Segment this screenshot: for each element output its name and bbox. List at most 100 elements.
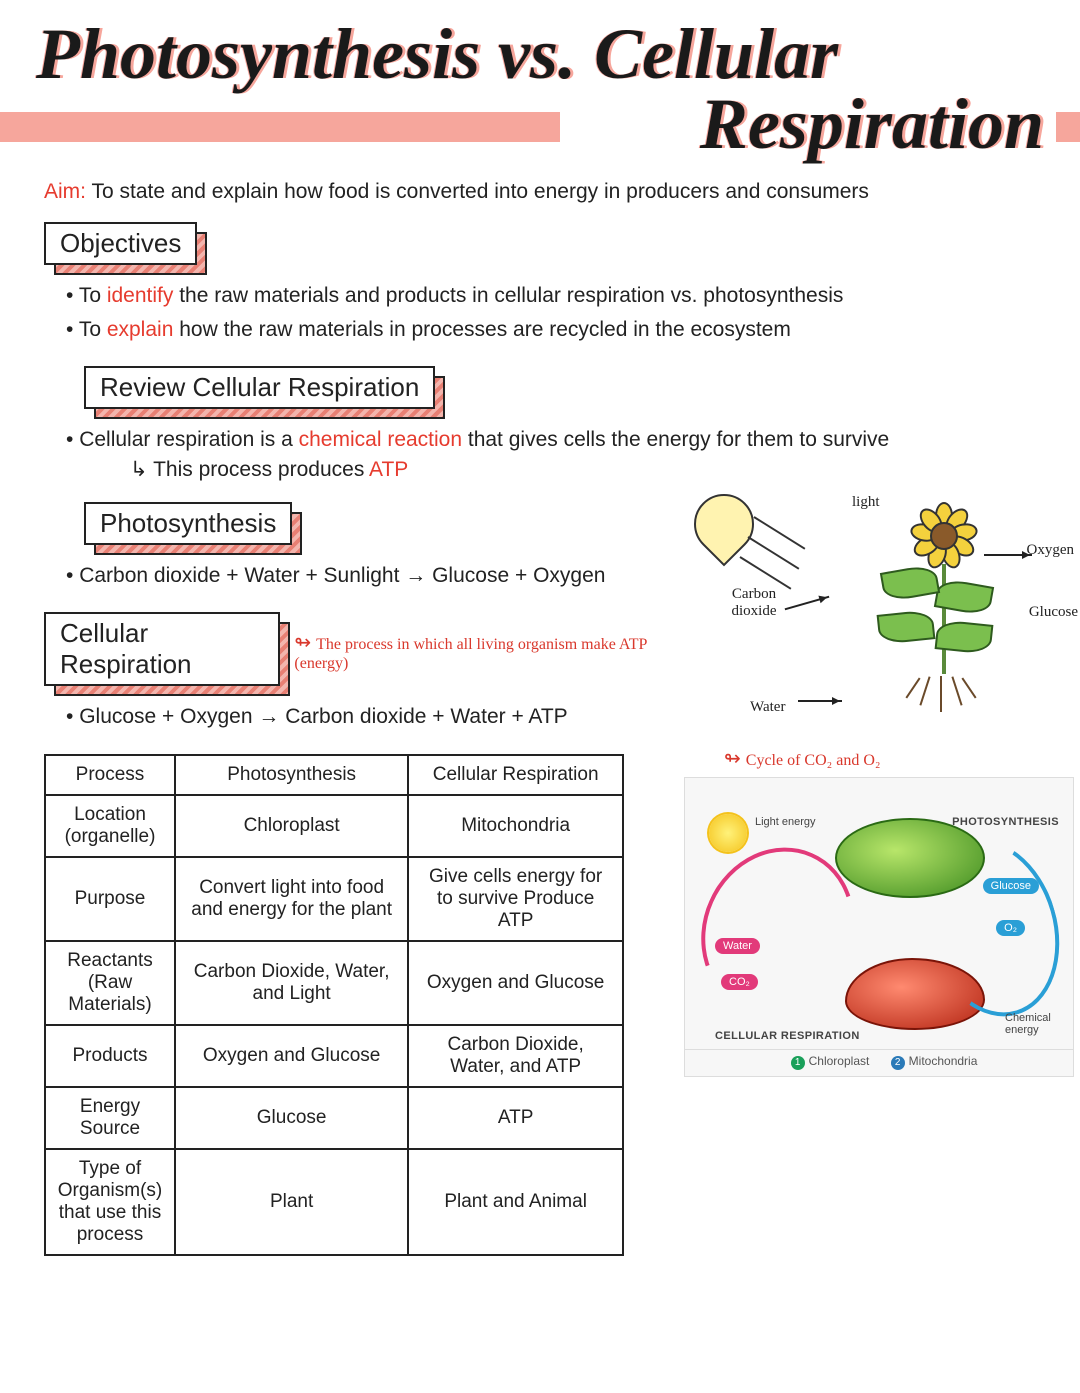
title-line-1: Photosynthesis vs. Cellular — [36, 18, 1044, 90]
objective-item-1: To identify the raw materials and produc… — [66, 279, 1036, 313]
row0-photo: Chloroplast — [175, 795, 408, 857]
obj2-prefix: To — [79, 318, 107, 341]
objectives-list: To identify the raw materials and produc… — [44, 269, 1036, 346]
table-row: ProductsOxygen and GlucoseCarbon Dioxide… — [45, 1025, 623, 1087]
row5-resp: Plant and Animal — [408, 1149, 623, 1255]
arrow-water — [798, 700, 842, 702]
legend-mitochondria: Mitochondria — [909, 1054, 978, 1068]
row1-photo: Convert light into food and energy for t… — [175, 857, 408, 941]
pill-co2: CO₂ — [721, 974, 758, 990]
label-cellular-respiration: CELLULAR RESPIRATION — [715, 1030, 860, 1042]
label-photosynthesis: PHOTOSYNTHESIS — [952, 816, 1059, 828]
row0-label: Location (organelle) — [45, 795, 175, 857]
label-co2: Carbon dioxide — [724, 586, 784, 620]
review-prefix: Cellular respiration is a — [79, 428, 298, 451]
arrow-oxygen — [984, 554, 1032, 556]
review-rest: that gives cells the energy for them to … — [462, 428, 889, 451]
plant-diagram: light — [684, 482, 1024, 722]
legend-badge-2: 2 — [891, 1056, 905, 1070]
leaf-icon — [935, 619, 994, 655]
aim-line: Aim: To state and explain how food is co… — [44, 180, 1036, 204]
row2-label: Reactants (Raw Materials) — [45, 941, 175, 1025]
review-list: Cellular respiration is a chemical react… — [44, 413, 1036, 457]
legend-chloroplast: Chloroplast — [809, 1054, 870, 1068]
title-line-2: Respiration — [700, 88, 1044, 160]
obj2-em: explain — [107, 318, 174, 341]
review-sub-bullet: This process produces ATP — [44, 457, 1036, 482]
row5-label: Type of Organism(s) that use this proces… — [45, 1149, 175, 1255]
review-sub-prefix: This process produces — [153, 458, 369, 481]
sun-icon — [682, 481, 767, 566]
aim-label: Aim: — [44, 180, 86, 203]
cycle-legend: 1 Chloroplast 2 Mitochondria — [685, 1049, 1073, 1070]
table-row: Energy SourceGlucoseATP — [45, 1087, 623, 1149]
label-water: Water — [750, 699, 785, 716]
objectives-section: Objectives To identify the raw materials… — [44, 222, 1036, 346]
label-chemical-energy: Chemical energy — [1005, 1012, 1061, 1036]
row3-label: Products — [45, 1025, 175, 1087]
row2-photo: Carbon Dioxide, Water, and Light — [175, 941, 408, 1025]
respiration-equation: Glucose + Oxygen → Carbon dioxide + Wate… — [66, 700, 664, 734]
col-resp: Cellular Respiration — [408, 755, 623, 795]
respiration-section: Cellular Respiration The process in whic… — [44, 612, 664, 734]
photosynthesis-equation: Carbon dioxide + Water + Sunlight → Gluc… — [66, 559, 664, 593]
leaf-icon — [877, 609, 936, 645]
cycle-diagram-block: Cycle of CO₂ and O₂ Light energy PHOTOSY… — [684, 746, 1074, 1077]
row3-photo: Oxygen and Glucose — [175, 1025, 408, 1087]
title-accent-bar-right — [1056, 112, 1080, 142]
page-title-block: Photosynthesis vs. Cellular Respiration — [0, 0, 1080, 160]
row1-label: Purpose — [45, 857, 175, 941]
cycle-diagram: Light energy PHOTOSYNTHESIS Water CO₂ Gl… — [684, 777, 1074, 1077]
review-em: chemical reaction — [299, 428, 462, 451]
sun-icon — [709, 814, 747, 852]
obj1-rest: the raw materials and products in cellul… — [173, 284, 843, 307]
photosynthesis-list: Carbon dioxide + Water + Sunlight → Gluc… — [44, 549, 664, 593]
table-row: PurposeConvert light into food and energ… — [45, 857, 623, 941]
review-heading: Review Cellular Respiration — [84, 366, 435, 409]
roots-icon — [900, 676, 980, 716]
photosynthesis-heading: Photosynthesis — [84, 502, 292, 545]
row1-resp: Give cells energy for to survive Produce… — [408, 857, 623, 941]
obj1-em: identify — [107, 284, 174, 307]
review-sub-em: ATP — [369, 458, 408, 481]
legend-badge-1: 1 — [791, 1056, 805, 1070]
objective-item-2: To explain how the raw materials in proc… — [66, 313, 1036, 347]
row0-resp: Mitochondria — [408, 795, 623, 857]
label-glucose: Glucose — [1029, 604, 1078, 621]
obj1-prefix: To — [79, 284, 107, 307]
photosynthesis-section: Photosynthesis Carbon dioxide + Water + … — [44, 502, 664, 593]
col-process: Process — [45, 755, 175, 795]
objectives-heading: Objectives — [44, 222, 197, 265]
label-light-energy: Light energy — [755, 816, 816, 828]
row3-resp: Carbon Dioxide, Water, and ATP — [408, 1025, 623, 1087]
respiration-list: Glucose + Oxygen → Carbon dioxide + Wate… — [44, 690, 664, 734]
comparison-table: Process Photosynthesis Cellular Respirat… — [44, 754, 624, 1256]
row4-label: Energy Source — [45, 1087, 175, 1149]
pill-water: Water — [715, 938, 760, 954]
row4-photo: Glucose — [175, 1087, 408, 1149]
stem-icon — [942, 564, 946, 674]
review-bullet: Cellular respiration is a chemical react… — [66, 423, 1036, 457]
flower-icon — [914, 506, 974, 566]
label-oxygen: Oxygen — [1027, 542, 1075, 559]
aim-text: To state and explain how food is convert… — [91, 180, 868, 203]
table-header-row: Process Photosynthesis Cellular Respirat… — [45, 755, 623, 795]
table-row: Type of Organism(s) that use this proces… — [45, 1149, 623, 1255]
col-photo: Photosynthesis — [175, 755, 408, 795]
row5-photo: Plant — [175, 1149, 408, 1255]
review-section: Review Cellular Respiration Cellular res… — [44, 366, 1036, 482]
obj2-rest: how the raw materials in processes are r… — [173, 318, 790, 341]
respiration-annotation: The process in which all living organism… — [294, 630, 664, 673]
row4-resp: ATP — [408, 1087, 623, 1149]
arrow-co2 — [785, 595, 830, 610]
leaf-icon — [880, 563, 940, 602]
cycle-annotation: Cycle of CO₂ and O₂ — [684, 746, 1074, 771]
table-row: Reactants (Raw Materials)Carbon Dioxide,… — [45, 941, 623, 1025]
pill-o2: O₂ — [996, 920, 1025, 936]
label-light: light — [852, 494, 880, 511]
title-accent-bar-left — [0, 112, 560, 142]
row2-resp: Oxygen and Glucose — [408, 941, 623, 1025]
pill-glucose: Glucose — [983, 878, 1039, 894]
table-row: Location (organelle)ChloroplastMitochond… — [45, 795, 623, 857]
respiration-heading: Cellular Respiration — [44, 612, 280, 686]
